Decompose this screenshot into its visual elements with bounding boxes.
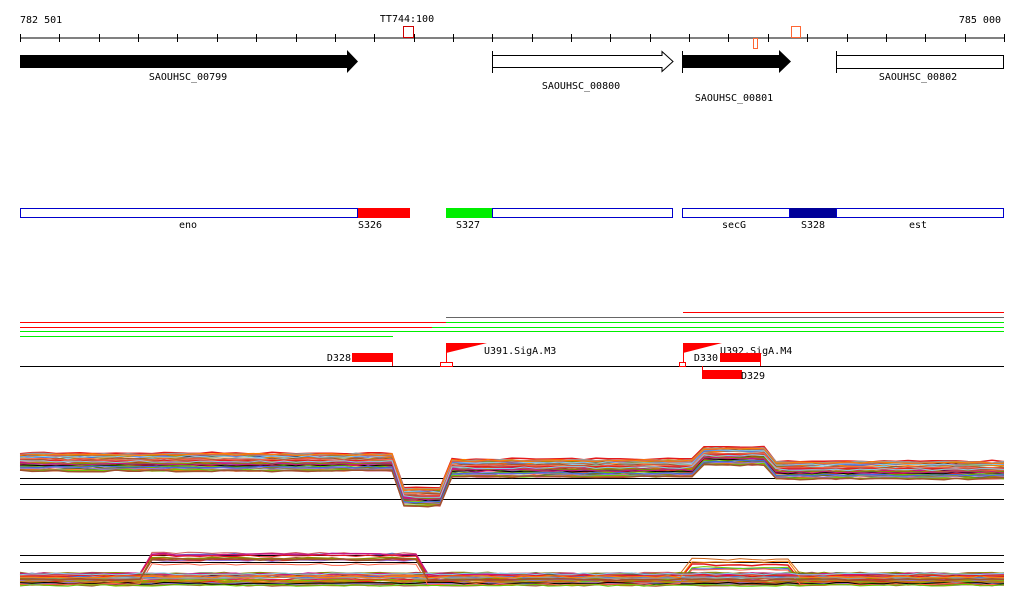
- transcript-label: S328: [801, 220, 825, 231]
- feature-D329[interactable]: D329: [702, 366, 765, 382]
- transcript-eno[interactable]: eno: [20, 208, 358, 232]
- svg-text:U392.SigA.M4: U392.SigA.M4: [720, 346, 792, 357]
- profile-line: [19, 447, 1005, 491]
- coordinate-ruler: [20, 34, 1005, 42]
- svg-text:D330: D330: [694, 353, 718, 364]
- gene-label: SAOUHSC_00799: [149, 72, 227, 83]
- ruler-end-label: 785 000: [959, 15, 1001, 26]
- feature-D328[interactable]: D328: [327, 353, 393, 366]
- profile-line: [19, 579, 1005, 583]
- transcript-S327[interactable]: S327: [446, 208, 492, 232]
- transcript-label: S326: [358, 220, 382, 231]
- terminator-marker[interactable]: [403, 26, 414, 38]
- profile-line: [19, 554, 1005, 578]
- profile-line: [19, 581, 1005, 585]
- profile-line: [19, 572, 1005, 576]
- feature-U392-promoter[interactable]: U392.SigA.M4: [679, 343, 793, 367]
- transcript-unnamed[interactable]: [492, 208, 673, 218]
- svg-text:D329: D329: [741, 371, 765, 382]
- gene-SAOUHSC_00800[interactable]: SAOUHSC_00800: [492, 50, 674, 92]
- terminator-marker-small[interactable]: [753, 38, 758, 49]
- profile-line: [19, 453, 1005, 498]
- transcript-S328[interactable]: S328: [790, 208, 836, 232]
- gene-label: SAOUHSC_00802: [879, 72, 957, 83]
- terminator-label[interactable]: TT744:100: [380, 14, 434, 25]
- transcript-secG[interactable]: secG: [682, 208, 790, 232]
- transcript-label: est: [909, 220, 927, 231]
- profile-line: [19, 552, 1005, 576]
- transcript-est[interactable]: est: [836, 208, 1004, 232]
- gene-SAOUHSC_00801[interactable]: SAOUHSC_00801: [682, 50, 791, 104]
- profile-line: [19, 459, 1005, 504]
- expression-profiles-top: [19, 445, 1005, 508]
- profile-line: [19, 560, 1004, 579]
- profile-line: [19, 583, 1005, 587]
- terminator-marker-2[interactable]: [791, 26, 801, 38]
- transcript-label: S327: [456, 220, 480, 231]
- ruler-start-label: 782 501: [20, 15, 62, 26]
- feature-D330[interactable]: D330: [694, 353, 761, 366]
- gene-label: SAOUHSC_00801: [695, 93, 773, 104]
- profile-line: [19, 463, 1005, 508]
- transcript-track: eno S326 S327 secG S328 est: [20, 208, 1004, 232]
- transcript-S326[interactable]: S326: [358, 208, 410, 232]
- svg-text:U391.SigA.M3: U391.SigA.M3: [484, 346, 556, 357]
- profile-line: [19, 452, 1005, 496]
- gene-SAOUHSC_00799[interactable]: SAOUHSC_00799: [20, 50, 358, 83]
- transcript-label: eno: [179, 220, 197, 231]
- profile-line: [19, 454, 1005, 498]
- gene-label: SAOUHSC_00800: [542, 81, 620, 92]
- feature-U391-promoter[interactable]: U391.SigA.M3: [440, 343, 557, 367]
- profile-line: [19, 457, 1005, 501]
- segment-lines: [20, 312, 1004, 337]
- profile-line: [19, 461, 1005, 504]
- profile-line: [19, 557, 1005, 582]
- transcript-label: secG: [722, 220, 746, 231]
- expression-profiles-bottom: [19, 551, 1005, 587]
- svg-text:D328: D328: [327, 353, 351, 364]
- gene-SAOUHSC_00802[interactable]: SAOUHSC_00802: [836, 51, 1004, 83]
